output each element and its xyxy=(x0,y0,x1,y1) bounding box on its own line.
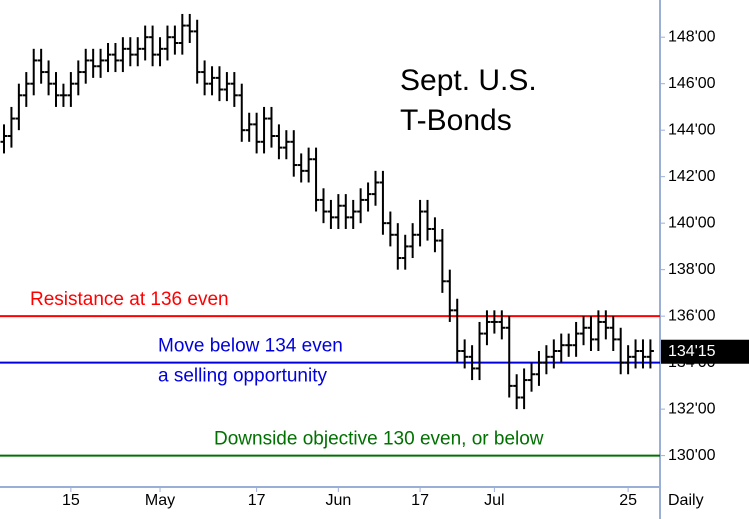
x-tick-label: Jul xyxy=(484,492,504,509)
reference-label: Downside objective 130 even, or below xyxy=(214,429,544,450)
chart-title: T-Bonds xyxy=(400,104,512,137)
x-tick-label: 15 xyxy=(62,492,80,509)
y-tick-label: 132'00 xyxy=(668,400,716,417)
y-tick-label: 140'00 xyxy=(668,214,716,231)
y-tick-label: 148'00 xyxy=(668,28,716,45)
x-tick-label: May xyxy=(145,492,175,509)
x-tick-label: 17 xyxy=(411,492,429,509)
reference-label: Resistance at 136 even xyxy=(30,289,229,310)
x-tick-label: 25 xyxy=(619,492,637,509)
y-tick-label: 146'00 xyxy=(668,75,716,92)
y-tick-label: 144'00 xyxy=(668,121,716,138)
chart-title: Sept. U.S. xyxy=(400,64,537,97)
y-tick-label: 142'00 xyxy=(668,168,716,185)
reference-label: a selling opportunity xyxy=(158,366,327,387)
y-tick-label: 136'00 xyxy=(668,307,716,324)
last-price-box xyxy=(661,339,749,364)
reference-label: Move below 134 even xyxy=(158,336,343,357)
y-tick-label: 138'00 xyxy=(668,261,716,278)
last-price-label: 134'15 xyxy=(668,343,716,360)
y-tick-label: 130'00 xyxy=(668,447,716,464)
x-tick-label: Jun xyxy=(325,492,351,509)
x-tick-label: 17 xyxy=(248,492,266,509)
x-axis-label: Daily xyxy=(668,492,704,509)
